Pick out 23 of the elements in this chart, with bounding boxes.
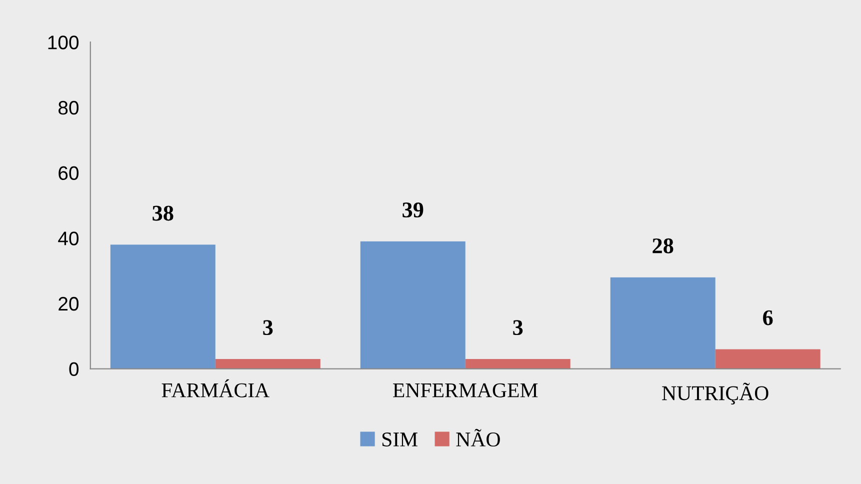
bar — [215, 359, 320, 369]
y-tick-label: 0 — [69, 362, 79, 376]
bar — [715, 349, 820, 369]
legend-label: NÃO — [456, 428, 500, 446]
bar — [110, 244, 216, 369]
data-label: 28 — [652, 238, 674, 254]
data-label: 38 — [152, 206, 174, 221]
y-tick-label: 100 — [48, 36, 79, 50]
y-tick-label: 40 — [58, 232, 79, 246]
y-tick-label: 80 — [58, 100, 79, 115]
data-label: 3 — [263, 320, 273, 336]
x-tick-label: NUTRIÇÃO — [662, 382, 768, 405]
bar — [465, 359, 570, 369]
y-tick-label: 20 — [58, 296, 79, 311]
data-label: 6 — [763, 310, 773, 326]
bar — [610, 277, 716, 369]
data-label: 3 — [513, 320, 523, 336]
legend-label: SIM — [382, 432, 418, 446]
x-tick-label: FARMÁCIA — [162, 379, 270, 398]
y-tick-label: 60 — [58, 166, 79, 180]
bar — [360, 241, 466, 369]
data-label: 39 — [402, 202, 424, 218]
x-tick-label: ENFERMAGEM — [393, 383, 538, 398]
